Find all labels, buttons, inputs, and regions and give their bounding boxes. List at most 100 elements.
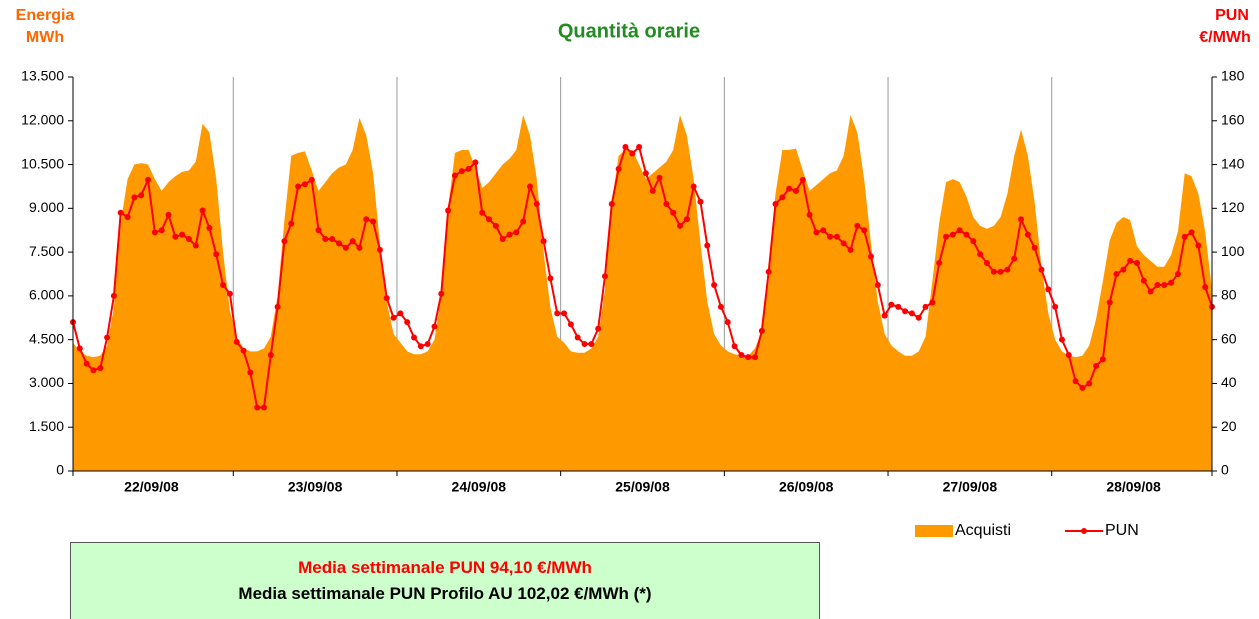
y2-tick-label: 140 <box>1221 155 1245 171</box>
x-tick-label: 23/09/08 <box>288 479 343 495</box>
point <box>779 194 786 201</box>
point <box>76 345 83 352</box>
point <box>833 233 840 240</box>
point <box>983 260 990 267</box>
point <box>124 214 131 221</box>
point <box>451 172 458 179</box>
x-tick-label: 22/09/08 <box>124 479 179 495</box>
y-tick-label: 0 <box>56 462 64 478</box>
point <box>274 303 281 310</box>
point <box>874 281 881 288</box>
point <box>349 238 356 245</box>
point <box>206 225 213 232</box>
point <box>1045 286 1052 293</box>
point <box>581 341 588 348</box>
point <box>1079 384 1086 391</box>
point <box>254 404 261 411</box>
point <box>213 251 220 258</box>
point <box>104 334 111 341</box>
point <box>1202 284 1209 291</box>
point <box>220 281 227 288</box>
point <box>110 292 117 299</box>
y2-tick-label: 100 <box>1221 243 1245 259</box>
point <box>138 192 145 199</box>
point <box>1072 378 1079 385</box>
point <box>335 240 342 247</box>
point <box>165 211 172 218</box>
legend-label: PUN <box>1105 522 1139 539</box>
point <box>622 144 629 151</box>
x-tick-label: 26/09/08 <box>779 479 834 495</box>
x-tick-label: 25/09/08 <box>615 479 670 495</box>
point <box>288 220 295 227</box>
point <box>492 222 499 229</box>
point <box>792 187 799 194</box>
point <box>717 303 724 310</box>
y2-axis-label: €/MWh <box>1199 29 1251 46</box>
y2-tick-label: 180 <box>1221 68 1245 84</box>
y2-axis-label: PUN <box>1215 7 1249 24</box>
point <box>533 200 540 207</box>
point <box>1168 279 1175 286</box>
y-tick-label: 1.500 <box>29 418 64 434</box>
y-tick-label: 9.000 <box>29 199 64 215</box>
point <box>1038 266 1045 273</box>
point <box>813 229 820 236</box>
point <box>1106 299 1113 306</box>
point <box>1181 233 1188 240</box>
point <box>1011 255 1018 262</box>
point <box>656 174 663 181</box>
point <box>881 312 888 319</box>
point <box>1052 303 1059 310</box>
point <box>840 240 847 247</box>
point <box>608 200 615 207</box>
point <box>520 218 527 225</box>
point <box>861 227 868 234</box>
legend-swatch <box>1081 528 1087 534</box>
point <box>936 260 943 267</box>
point <box>1031 244 1038 251</box>
point <box>827 233 834 240</box>
point <box>1161 281 1168 288</box>
point <box>1024 231 1031 238</box>
point <box>506 231 513 238</box>
point <box>199 207 206 214</box>
point <box>629 150 636 157</box>
point <box>1018 216 1025 223</box>
point <box>677 222 684 229</box>
point <box>438 290 445 297</box>
point <box>895 303 902 310</box>
point <box>295 183 302 190</box>
point <box>526 183 533 190</box>
point <box>663 200 670 207</box>
point <box>1093 362 1100 369</box>
point <box>472 159 479 166</box>
point <box>383 295 390 302</box>
legend-label: Acquisti <box>955 522 1011 539</box>
point <box>499 235 506 242</box>
point <box>486 216 493 223</box>
point <box>1086 380 1093 387</box>
point <box>670 209 677 216</box>
point <box>1004 266 1011 273</box>
point <box>281 238 288 245</box>
point <box>956 227 963 234</box>
point <box>642 170 649 177</box>
point <box>513 229 520 236</box>
summary-box: Media settimanale PUN 94,10 €/MWh Media … <box>70 542 820 619</box>
point <box>390 314 397 321</box>
point <box>902 308 909 315</box>
point <box>1147 288 1154 295</box>
y2-tick-label: 0 <box>1221 462 1229 478</box>
point <box>752 354 759 361</box>
point <box>479 209 486 216</box>
point <box>90 367 97 374</box>
point <box>247 369 254 376</box>
y-tick-label: 10.500 <box>21 155 64 171</box>
point <box>131 194 138 201</box>
point <box>1188 229 1195 236</box>
point <box>1113 271 1120 277</box>
point <box>322 235 329 242</box>
point <box>943 233 950 240</box>
point <box>765 268 772 275</box>
